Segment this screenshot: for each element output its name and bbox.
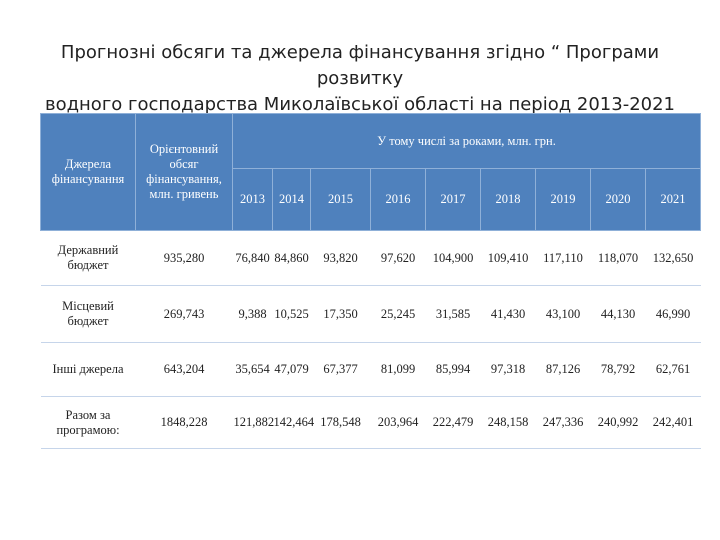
cell: 269,743 [135, 285, 233, 343]
cell: 85,994 [425, 342, 481, 397]
cell: 935,280 [135, 230, 233, 286]
cell: 121,882 [232, 396, 274, 449]
year-header: 2019 [535, 168, 591, 231]
row-label: Разом за програмою: [40, 396, 136, 449]
cell: 240,992 [590, 396, 646, 449]
cell: 10,525 [272, 285, 311, 343]
cell: 222,479 [425, 396, 481, 449]
year-header: 2017 [425, 168, 481, 231]
cell: 97,620 [370, 230, 426, 286]
header-source: Джерела фінансування [40, 113, 136, 231]
cell: 47,079 [272, 342, 311, 397]
row-label: Місцевий бюджет [40, 285, 136, 343]
table: Джерела фінансування Орієнтовний обсяг ф… [40, 113, 702, 449]
cell: 178,548 [310, 396, 371, 449]
year-header: 2018 [480, 168, 536, 231]
cell: 132,650 [645, 230, 701, 286]
cell: 81,099 [370, 342, 426, 397]
cell: 109,410 [480, 230, 536, 286]
cell: 118,070 [590, 230, 646, 286]
cell: 203,964 [370, 396, 426, 449]
row: Разом за програмою: 1848,228 121,882 142,46… [40, 396, 701, 449]
cell: 242,401 [645, 396, 701, 449]
cell: 78,792 [590, 342, 646, 397]
header-group: У тому числі за роками, млн. грн. [231, 113, 702, 169]
year-header: 2015 [310, 168, 371, 231]
year-header: 2021 [644, 168, 702, 231]
year-header: 2020 [590, 168, 646, 231]
year-header: 2013 [232, 168, 273, 231]
cell: 44,130 [590, 285, 646, 343]
cell: 84,860 [272, 230, 311, 286]
cell: 67,377 [310, 342, 371, 397]
cell: 41,430 [480, 285, 536, 343]
header-total: Орієнтовний обсяг фінансування, млн. гри… [135, 113, 233, 231]
cell: 1848,228 [135, 396, 233, 449]
cell: 104,900 [425, 230, 481, 286]
year-header: 2016 [370, 168, 426, 231]
row: Державний бюджет 935,280 76,840 84,860 93,82… [40, 230, 701, 286]
row: Місцевий бюджет 269,743 9,388 10,525 17,350 2… [40, 285, 701, 343]
row-label: Державний бюджет [40, 230, 136, 286]
cell: 76,840 [232, 230, 273, 286]
cell: 46,990 [645, 285, 701, 343]
row: Інші джерела 643,204 35,654 47,079 67,377 81,… [40, 342, 701, 397]
cell: 117,110 [535, 230, 591, 286]
cell: 43,100 [535, 285, 591, 343]
cell: 247,336 [535, 396, 591, 449]
cell: 93,820 [310, 230, 371, 286]
cell: 31,585 [425, 285, 481, 343]
cell: 9,388 [232, 285, 273, 343]
cell: 87,126 [535, 342, 591, 397]
cell: 142,464 [272, 396, 314, 449]
cell: 97,318 [480, 342, 536, 397]
row-label: Інші джерела [40, 342, 136, 397]
year-header: 2014 [272, 168, 311, 231]
cell: 248,158 [480, 396, 536, 449]
cell: 25,245 [370, 285, 426, 343]
cell: 643,204 [135, 342, 233, 397]
cell: 62,761 [645, 342, 701, 397]
title-line: Прогнозні обсяги та джерела фінансування… [60, 42, 660, 89]
cell: 17,350 [310, 285, 371, 343]
cell: 35,654 [232, 342, 273, 397]
